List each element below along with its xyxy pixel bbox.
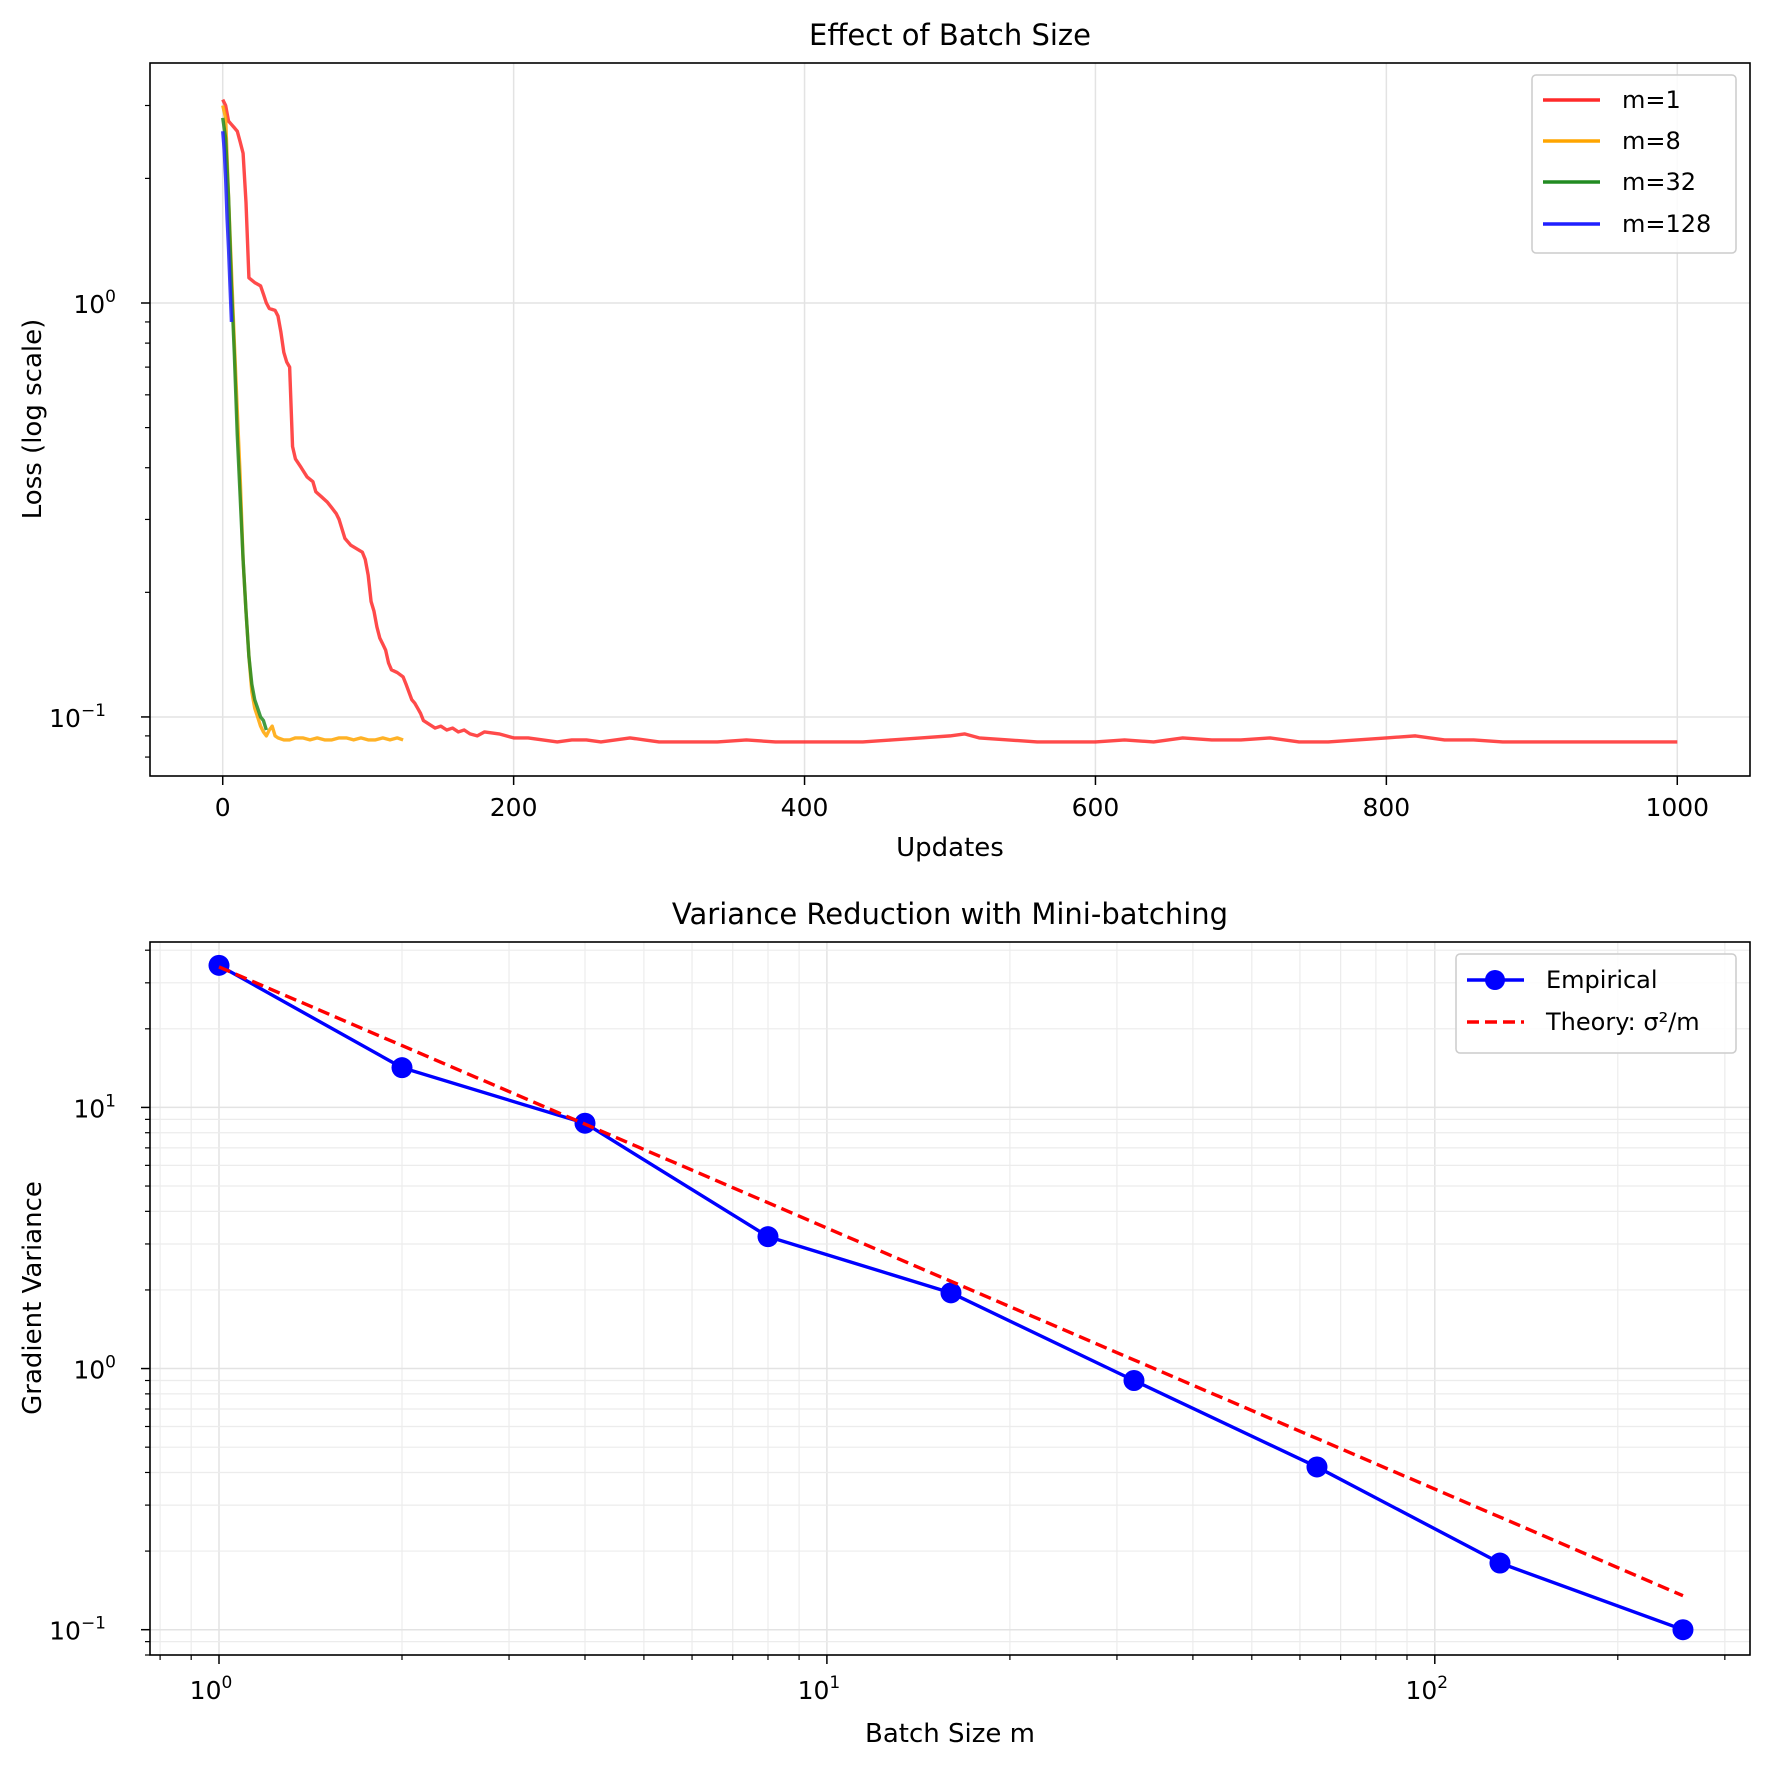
x-tick-label: 0 [215, 793, 231, 822]
x-tick-label: 600 [1072, 793, 1120, 822]
series-layer [221, 98, 1678, 744]
data-point [1123, 1370, 1145, 1392]
x-tick-label: 101 [798, 1673, 841, 1705]
series-line-m-32 [221, 117, 268, 731]
plot-frame [149, 941, 1751, 1656]
series-layer [208, 954, 1694, 1641]
data-point [940, 1282, 962, 1304]
y-tick-label: 100 [73, 287, 116, 319]
x-tick-label: 1000 [1645, 793, 1709, 822]
x-tick-label: 100 [190, 1673, 233, 1705]
y-tick-label: 101 [73, 1091, 116, 1123]
x-tick-label: 200 [490, 793, 538, 822]
legend-label-m8: m=8 [1622, 127, 1681, 155]
y-axis-label: Loss (log scale) [18, 319, 48, 519]
x-tick-label: 800 [1363, 793, 1411, 822]
series-line-m-1 [221, 98, 1678, 744]
legend-box [1531, 74, 1737, 254]
data-point [208, 954, 230, 976]
series-line-m-128 [221, 131, 234, 323]
chart-title: Variance Reduction with Mini-batching [672, 897, 1228, 931]
legend-marker-empirical [1485, 970, 1505, 990]
x-tick-label: 400 [781, 793, 829, 822]
variance-chart: 100 101 102 101 100 10−1 Variance Reduction … [18, 897, 1751, 1749]
legend-label-theory: Theory: σ²/m [1545, 1008, 1700, 1036]
legend: m=1 m=8 m=32 m=128 [1531, 74, 1737, 254]
legend-label-m128: m=128 [1622, 210, 1711, 238]
y-tick-label: 100 [73, 1353, 116, 1385]
data-point [1489, 1552, 1511, 1574]
plot-frame [149, 62, 1751, 777]
data-point [757, 1226, 779, 1248]
legend-label-m1: m=1 [1622, 86, 1681, 114]
data-point [1306, 1456, 1328, 1478]
x-axis-label: Updates [896, 833, 1004, 863]
legend-label-empirical: Empirical [1546, 966, 1658, 994]
loss-chart: 0 200 400 600 800 1000 100 10−1 Effect of Batc… [18, 18, 1751, 863]
y-tick-label: 10−1 [49, 701, 106, 733]
legend: Empirical Theory: σ²/m [1455, 953, 1737, 1054]
data-point [1672, 1619, 1694, 1641]
x-axis-label: Batch Size m [865, 1719, 1035, 1749]
x-tick-label: 102 [1405, 1673, 1448, 1705]
y-tick-label: 10−1 [49, 1614, 106, 1646]
legend-box [1455, 953, 1737, 1054]
data-point [391, 1057, 413, 1079]
y-axis-label: Gradient Variance [18, 1181, 48, 1415]
y-axis-ticks: 101 100 10−1 [49, 949, 150, 1656]
x-axis-ticks: 100 101 102 [159, 1655, 1726, 1705]
x-axis-ticks: 0 200 400 600 800 1000 [215, 776, 1709, 822]
y-axis-ticks: 100 10−1 [49, 104, 150, 758]
series-line-theory-m [218, 965, 1684, 1598]
chart-title: Effect of Batch Size [809, 18, 1091, 52]
legend-label-m32: m=32 [1622, 168, 1696, 196]
